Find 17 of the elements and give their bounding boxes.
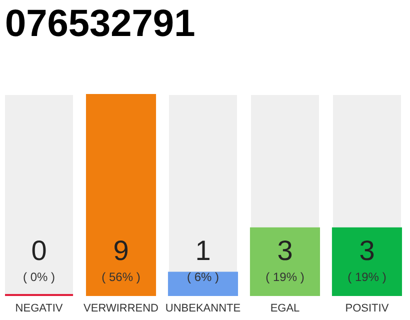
x-tick-label: EGAL: [270, 302, 300, 314]
annotation: ( 56% ): [102, 270, 140, 284]
chart-title: 076532791: [5, 3, 196, 45]
x-tick-label: UNBEKANNTE: [165, 302, 241, 314]
data-label: 9: [113, 235, 129, 266]
x-tick-label: VERWIRREND: [84, 302, 159, 314]
annotation: ( 6% ): [186, 270, 220, 284]
annotation: ( 19% ): [348, 270, 386, 284]
x-tick-label: POSITIV: [345, 302, 390, 314]
annotation: ( 19% ): [266, 270, 304, 284]
data-label: 3: [359, 235, 375, 266]
annotation: ( 0% ): [23, 270, 56, 284]
data-label: 3: [277, 235, 293, 266]
x-tick-label: NEGATIV: [15, 302, 64, 314]
bar: [168, 272, 238, 296]
data-label: 1: [195, 235, 211, 266]
data-label: 0: [31, 235, 47, 266]
